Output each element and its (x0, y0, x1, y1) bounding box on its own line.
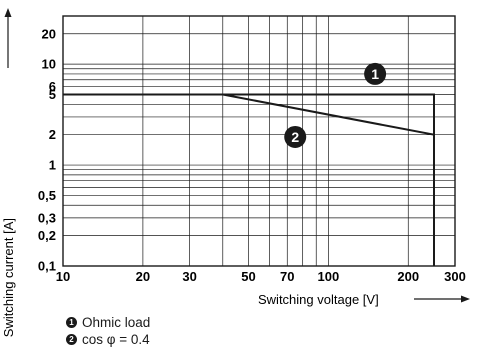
y-tick-label: 20 (42, 26, 56, 41)
y-tick-label: 6 (49, 79, 56, 94)
x-tick-label: 50 (241, 269, 255, 284)
series-markers: 12 (284, 62, 387, 148)
y-tick-label: 0,2 (38, 228, 56, 243)
x-tick-label: 30 (182, 269, 196, 284)
series-marker-2 (284, 125, 307, 148)
x-tick-labels: 10 20 30 50 70 100 200 300 (56, 269, 466, 284)
series-layer (63, 93, 435, 266)
grid (63, 16, 455, 266)
y-tick-label: 5 (49, 87, 56, 102)
series-marker-label: 1 (371, 66, 379, 82)
legend-marker-2: 2 (66, 334, 77, 345)
x-tick-label: 20 (136, 269, 150, 284)
x-tick-label: 70 (280, 269, 294, 284)
legend: 1 Ohmic load 2 cos φ = 0.4 (66, 314, 150, 348)
series-marker-1 (364, 62, 387, 85)
y-tick-label: 0,1 (38, 259, 56, 274)
legend-item: 2 cos φ = 0.4 (66, 331, 150, 348)
series-marker-label: 2 (291, 129, 299, 145)
x-axis-label: Switching voltage [V] (258, 292, 379, 307)
y-tick-label: 10 (42, 57, 56, 72)
x-tick-label: 300 (444, 269, 466, 284)
x-axis-arrowhead (461, 295, 470, 303)
y-tick-label: 0,3 (38, 210, 56, 225)
y-tick-label: 1 (49, 158, 56, 173)
x-tick-label: 10 (56, 269, 70, 284)
legend-label: cos φ = 0.4 (82, 332, 150, 347)
legend-marker-1: 1 (66, 317, 77, 328)
y-tick-labels: 0,1 0,2 0,3 0,5 1 2 56 10 20 (38, 26, 56, 273)
plot-frame (62, 15, 456, 267)
series-line-2 (222, 93, 435, 266)
legend-item: 1 Ohmic load (66, 314, 150, 331)
y-axis-label: Switching current [A] (1, 218, 16, 337)
legend-label: Ohmic load (82, 315, 151, 330)
x-tick-label: 100 (318, 269, 340, 284)
y-axis-arrowhead (4, 8, 12, 17)
y-tick-label: 0,5 (38, 188, 56, 203)
x-tick-label: 200 (397, 269, 419, 284)
y-tick-label: 2 (49, 127, 56, 142)
